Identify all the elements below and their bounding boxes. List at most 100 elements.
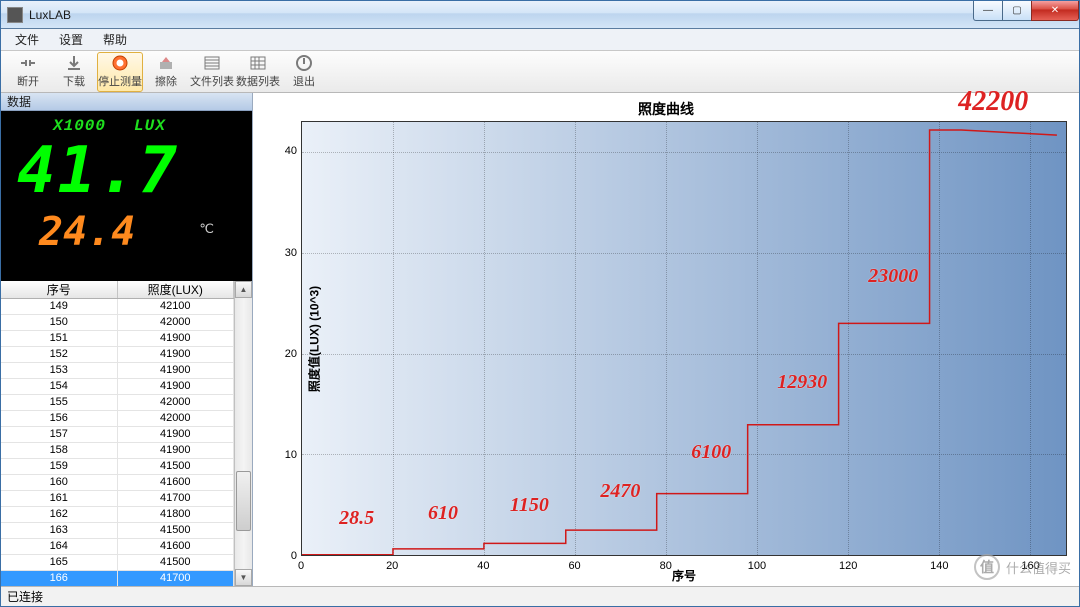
- toolbar-clear-label: 擦除: [155, 73, 177, 89]
- table-row[interactable]: 16341500: [1, 523, 234, 539]
- toolbar-filelist-label: 文件列表: [190, 73, 234, 89]
- toolbar-stop-label: 停止测量: [98, 73, 142, 89]
- chart-annotation: 42200: [958, 86, 1028, 118]
- table-row[interactable]: 15841900: [1, 443, 234, 459]
- ytick-label: 10: [271, 449, 297, 461]
- toolbar-datalist-button[interactable]: 数据列表: [235, 52, 281, 92]
- window-maximize-button[interactable]: ▢: [1002, 1, 1032, 21]
- xtick-label: 20: [386, 560, 398, 572]
- ytick-label: 0: [271, 550, 297, 562]
- toolbar-datalist-label: 数据列表: [236, 73, 280, 89]
- xtick-label: 40: [477, 560, 489, 572]
- ytick-label: 20: [271, 348, 297, 360]
- cell-lux: 41700: [118, 571, 235, 586]
- chart-title: 照度曲线: [253, 93, 1079, 121]
- cell-index: 161: [1, 491, 118, 506]
- cell-lux: 42000: [118, 315, 235, 330]
- toolbar-download-button[interactable]: 下载: [51, 52, 97, 92]
- table-row[interactable]: 15241900: [1, 347, 234, 363]
- table-header-index[interactable]: 序号: [1, 281, 118, 298]
- cell-index: 155: [1, 395, 118, 410]
- cell-index: 162: [1, 507, 118, 522]
- table-row[interactable]: 15141900: [1, 331, 234, 347]
- chart-line: [302, 122, 1066, 555]
- cell-lux: 41900: [118, 379, 235, 394]
- table-row[interactable]: 15941500: [1, 459, 234, 475]
- xtick-label: 140: [930, 560, 948, 572]
- scroll-down-button[interactable]: ▼: [235, 569, 252, 586]
- table-row[interactable]: 15341900: [1, 363, 234, 379]
- cell-index: 159: [1, 459, 118, 474]
- cell-index: 164: [1, 539, 118, 554]
- toolbar-stop-button[interactable]: 停止测量: [97, 52, 143, 92]
- chart-ylabel: 照度值(LUX) (10^3): [306, 285, 323, 391]
- cell-index: 163: [1, 523, 118, 538]
- cell-index: 157: [1, 427, 118, 442]
- cell-lux: 41900: [118, 347, 235, 362]
- stop-icon: [110, 54, 130, 72]
- table-row[interactable]: 15542000: [1, 395, 234, 411]
- cell-index: 152: [1, 347, 118, 362]
- app-icon: [7, 7, 23, 23]
- table-row[interactable]: 16441600: [1, 539, 234, 555]
- table-row[interactable]: 16641700: [1, 571, 234, 586]
- toolbar: 断开 下载停止测量擦除文件列表数据列表退出: [1, 51, 1079, 93]
- table-row[interactable]: 15741900: [1, 427, 234, 443]
- chart-annotation: 12930: [777, 371, 827, 394]
- chart-annotation: 28.5: [339, 507, 374, 530]
- cell-lux: 41800: [118, 507, 235, 522]
- scroll-up-button[interactable]: ▲: [235, 281, 252, 298]
- table-row[interactable]: 16141700: [1, 491, 234, 507]
- window-close-button[interactable]: ✕: [1031, 1, 1079, 21]
- toolbar-clear-button[interactable]: 擦除: [143, 52, 189, 92]
- chart-annotation: 1150: [510, 494, 549, 517]
- titlebar: LuxLAB — ▢ ✕: [1, 1, 1079, 29]
- toolbar-exit-button[interactable]: 退出: [281, 52, 327, 92]
- window-title: LuxLAB: [29, 8, 71, 22]
- cell-lux: 42100: [118, 299, 235, 314]
- toolbar-disconnect-button[interactable]: 断开: [5, 52, 51, 92]
- toolbar-download-label: 下载: [63, 73, 85, 89]
- cell-index: 156: [1, 411, 118, 426]
- table-row[interactable]: 15042000: [1, 315, 234, 331]
- table-row[interactable]: 16241800: [1, 507, 234, 523]
- clear-icon: [156, 54, 176, 72]
- cell-index: 160: [1, 475, 118, 490]
- watermark-logo-icon: 值: [974, 554, 1000, 580]
- table-row[interactable]: 14942100: [1, 299, 234, 315]
- download-icon: [64, 54, 84, 72]
- menu-文件[interactable]: 文件: [7, 29, 47, 50]
- xtick-label: 120: [839, 560, 857, 572]
- cell-index: 151: [1, 331, 118, 346]
- toolbar-filelist-button[interactable]: 文件列表: [189, 52, 235, 92]
- table-row[interactable]: 15642000: [1, 411, 234, 427]
- menu-设置[interactable]: 设置: [51, 29, 91, 50]
- toolbar-disconnect-label: 断开: [17, 73, 39, 89]
- window-minimize-button[interactable]: —: [973, 1, 1003, 21]
- left-panel-header: 数据: [1, 93, 252, 111]
- lcd-unit: LUX: [134, 117, 166, 135]
- cell-lux: 41600: [118, 539, 235, 554]
- filelist-icon: [202, 54, 222, 72]
- lcd-display: X1000 LUX 41.7 24.4 ℃: [1, 111, 252, 281]
- table-row[interactable]: 16541500: [1, 555, 234, 571]
- cell-lux: 41500: [118, 523, 235, 538]
- cell-index: 150: [1, 315, 118, 330]
- table-row[interactable]: 15441900: [1, 379, 234, 395]
- chart-xlabel: 序号: [672, 567, 696, 584]
- cell-index: 153: [1, 363, 118, 378]
- table-scrollbar[interactable]: ▲ ▼: [234, 281, 252, 586]
- scroll-thumb[interactable]: [236, 471, 251, 531]
- cell-lux: 41500: [118, 459, 235, 474]
- datalist-icon: [248, 54, 268, 72]
- xtick-label: 60: [568, 560, 580, 572]
- cell-lux: 42000: [118, 395, 235, 410]
- table-row[interactable]: 16041600: [1, 475, 234, 491]
- table-header-row: 序号 照度(LUX): [1, 281, 234, 299]
- menu-帮助[interactable]: 帮助: [95, 29, 135, 50]
- table-header-lux[interactable]: 照度(LUX): [118, 281, 235, 298]
- cell-index: 165: [1, 555, 118, 570]
- status-text: 已连接: [7, 590, 43, 604]
- menubar: 文件设置帮助: [1, 29, 1079, 51]
- chart-plot-area: 28.5610115024706100129302300042200 照度值(L…: [301, 121, 1067, 556]
